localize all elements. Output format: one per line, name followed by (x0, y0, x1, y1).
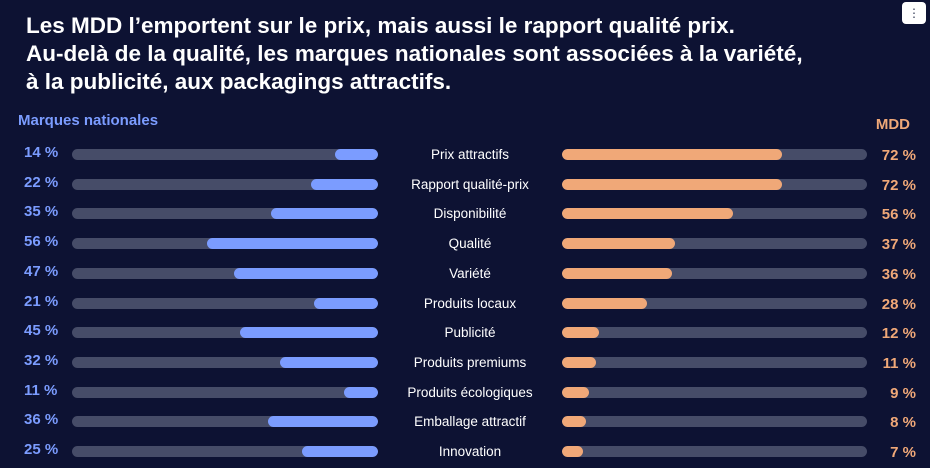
national-brands-value-label: 11 % (24, 381, 58, 399)
national-brands-bar-track (72, 178, 378, 190)
national-brands-value-label: 45 % (24, 322, 59, 340)
national-brands-bar-track (72, 149, 378, 160)
national-brands-bar (267, 416, 378, 428)
category-label: Publicité (444, 325, 496, 341)
category-label: Disponibilité (433, 206, 507, 222)
national-brands-value-label: 56 % (24, 233, 59, 251)
national-brands-bar (344, 386, 378, 398)
mdd-bar (562, 238, 675, 250)
national-brands-value-label: 32 % (24, 351, 59, 369)
mdd-bar (562, 267, 672, 279)
mdd-bar (562, 297, 648, 309)
category-label: Qualité (448, 236, 492, 252)
national-brands-bar (234, 267, 378, 279)
national-brands-bar (301, 446, 378, 457)
mdd-value-label: 28 % (881, 295, 916, 313)
chart-row: 56 % Qualité 37 % (0, 233, 930, 256)
mdd-value-label: 72 % (881, 176, 916, 194)
vertical-ellipsis-icon: ⋮ (908, 6, 920, 20)
national-brands-bar (313, 297, 378, 309)
chart-row: 22 % Rapport qualité-prix 72 % (0, 173, 930, 197)
mdd-bar (562, 386, 590, 398)
national-brands-bar (335, 149, 378, 160)
national-brands-bar-track (72, 356, 378, 368)
category-label: Variété (449, 265, 491, 281)
national-brands-value-label: 47 % (24, 262, 59, 280)
national-brands-bar-track (72, 297, 378, 309)
mdd-bar-track (562, 386, 867, 398)
mdd-value-label: 36 % (881, 265, 916, 283)
chart-row: 21 % Produits locaux 28 % (0, 292, 930, 316)
mdd-bar-track (562, 208, 867, 220)
mdd-bar-track (562, 356, 867, 368)
category-label: Emballage attractif (414, 414, 526, 430)
category-label: Rapport qualité-prix (411, 176, 529, 192)
mdd-bar (562, 356, 596, 368)
national-brands-bar (240, 327, 378, 339)
chart-menu-button[interactable]: ⋮ (902, 2, 926, 24)
mdd-bar-track (562, 446, 867, 457)
mdd-bar (562, 149, 782, 160)
mdd-value-label: 9 % (890, 384, 916, 402)
chart-row: 35 % Disponibilité 56 % (0, 203, 930, 226)
mdd-value-label: 56 % (881, 206, 916, 224)
national-brands-bar-track (72, 446, 378, 457)
category-label: Produits locaux (423, 295, 517, 311)
mdd-value-label: 7 % (890, 444, 916, 461)
national-brands-value-label: 36 % (24, 411, 59, 429)
chart-row: 25 % Innovation 7 % (0, 441, 930, 464)
mdd-value-label: 12 % (881, 325, 916, 343)
chart-row: 32 % Produits premiums 11 % (0, 351, 930, 375)
national-brands-value-label: 25 % (24, 441, 59, 458)
mdd-bar (562, 327, 599, 339)
legend-mdd: MDD (875, 116, 910, 133)
national-brands-bar (280, 356, 378, 368)
chart-title-line-1: Les MDD l’emportent sur le prix, mais au… (26, 13, 735, 38)
mdd-bar-track (562, 238, 867, 250)
mdd-value-label: 72 % (881, 147, 916, 164)
chart-row: 47 % Variété 36 % (0, 262, 930, 286)
category-label: Innovation (438, 444, 502, 459)
national-brands-bar (270, 208, 378, 220)
chart-row: 14 % Prix attractifs 72 % (0, 144, 930, 167)
national-brands-bar (206, 238, 378, 250)
chart-row: 36 % Emballage attractif 8 % (0, 411, 930, 434)
mdd-value-label: 11 % (882, 354, 916, 372)
mdd-bar (562, 208, 733, 220)
chart-title-line-2: Au-delà de la qualité, les marques natio… (26, 41, 803, 66)
national-brands-bar-track (72, 208, 378, 220)
mdd-value-label: 8 % (890, 414, 916, 432)
category-label: Produits écologiques (407, 384, 533, 400)
mdd-bar-track (562, 149, 867, 160)
mdd-bar-track (562, 327, 867, 339)
legend-national-brands: Marques nationales (18, 112, 159, 129)
chart-title-line-3: à la publicité, aux packagings attractif… (26, 69, 452, 94)
national-brands-value-label: 35 % (24, 203, 59, 221)
chart-row: 45 % Publicité 12 % (0, 322, 930, 345)
mdd-bar-track (562, 178, 867, 190)
mdd-bar-track (562, 416, 867, 428)
national-brands-bar-track (72, 416, 378, 428)
mdd-bar-track (562, 297, 867, 309)
mdd-bar (562, 416, 587, 428)
chart-title: Les MDD l’emportent sur le prix, mais au… (26, 12, 886, 96)
national-brands-bar-track (72, 386, 378, 398)
national-brands-bar (310, 178, 378, 190)
category-label: Prix attractifs (430, 147, 509, 162)
national-brands-value-label: 22 % (24, 173, 59, 191)
mdd-value-label: 37 % (881, 236, 916, 254)
mdd-bar-track (562, 267, 867, 279)
national-brands-value-label: 21 % (24, 292, 59, 310)
national-brands-bar-track (72, 238, 378, 250)
chart-row: 11 % Produits écologiques 9 % (0, 381, 930, 405)
mdd-bar (562, 446, 584, 457)
national-brands-bar-track (72, 327, 378, 339)
mdd-bar (562, 178, 782, 190)
category-label: Produits premiums (413, 354, 527, 370)
national-brands-value-label: 14 % (24, 144, 59, 161)
national-brands-bar-track (72, 267, 378, 279)
